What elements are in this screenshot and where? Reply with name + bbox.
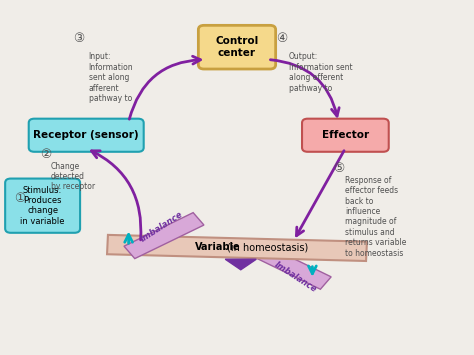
Text: Variable: Variable [195, 242, 241, 252]
FancyBboxPatch shape [302, 119, 389, 152]
Text: Output:
Information sent
along efferent
pathway to: Output: Information sent along efferent … [289, 53, 353, 93]
Polygon shape [124, 213, 204, 258]
Text: Input:
Information
sent along
afferent
pathway to: Input: Information sent along afferent p… [89, 53, 133, 103]
FancyBboxPatch shape [198, 25, 276, 69]
Text: Change
detected
by receptor: Change detected by receptor [51, 162, 95, 191]
FancyBboxPatch shape [5, 179, 80, 233]
Text: (in homeostasis): (in homeostasis) [227, 242, 308, 252]
Text: Receptor (sensor): Receptor (sensor) [33, 130, 139, 140]
Text: Control
center: Control center [215, 36, 259, 58]
Text: Stimulus:
Produces
change
in variable: Stimulus: Produces change in variable [20, 186, 65, 226]
Text: ②: ② [41, 148, 52, 161]
Polygon shape [107, 235, 367, 261]
Polygon shape [225, 259, 256, 270]
Text: Imbalance: Imbalance [139, 210, 184, 244]
Text: ⑤: ⑤ [333, 162, 344, 175]
Text: Imbalance: Imbalance [273, 260, 319, 294]
Text: ③: ③ [73, 32, 85, 45]
Text: ④: ④ [276, 32, 287, 45]
Text: Effector: Effector [322, 130, 369, 140]
Polygon shape [251, 243, 331, 289]
FancyBboxPatch shape [29, 119, 144, 152]
Text: ①: ① [15, 192, 26, 205]
Text: Response of
effector feeds
back to
influence
magnitude of
stimulus and
returns v: Response of effector feeds back to influ… [346, 176, 407, 257]
